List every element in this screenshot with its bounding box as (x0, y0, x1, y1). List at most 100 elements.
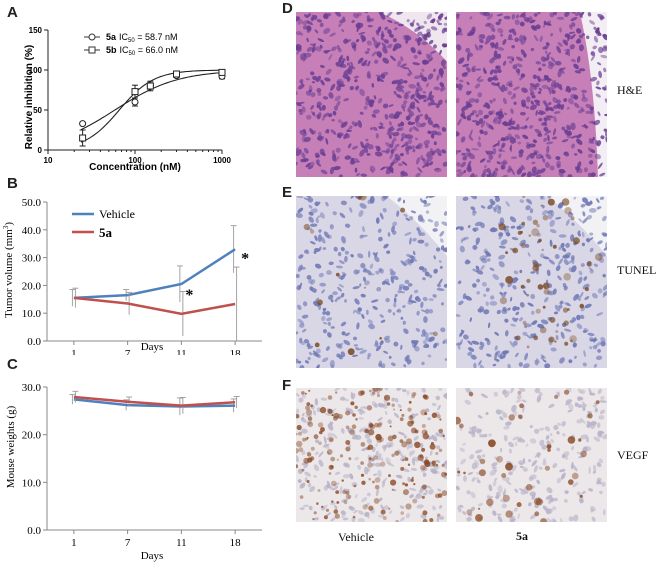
micrograph-nucleus (357, 307, 362, 312)
micrograph-nucleus (507, 90, 512, 96)
micrograph-nucleus (423, 34, 431, 38)
micrograph-nucleus (477, 109, 484, 116)
micrograph-stain-spot (412, 392, 417, 396)
micrograph-stain-spot (438, 448, 443, 452)
micrograph-stain-spot (541, 248, 544, 252)
micrograph-nucleus (413, 98, 420, 104)
chart-c-xlabel: Days (141, 550, 164, 562)
micrograph-nucleus (315, 217, 319, 224)
micrograph-nucleus (536, 12, 541, 15)
micrograph-nucleus (467, 472, 474, 475)
micrograph-nucleus (349, 207, 353, 213)
micrograph-stain-spot (401, 413, 405, 417)
micrograph-nucleus (564, 129, 571, 136)
micrograph-nucleus (366, 467, 371, 472)
micrograph-nucleus (373, 473, 378, 476)
micrograph-nucleus (304, 360, 310, 364)
micrograph-nucleus (541, 444, 547, 450)
micrograph-nucleus (416, 22, 420, 27)
micrograph-nucleus (437, 404, 441, 411)
micrograph-nucleus (468, 90, 472, 94)
micrograph-stain-spot (336, 501, 340, 504)
micrograph-nucleus (538, 117, 543, 122)
micrograph-nucleus (485, 122, 491, 129)
micrograph-nucleus (493, 456, 500, 461)
micrograph-nucleus (525, 443, 529, 448)
micrograph-nucleus (325, 68, 332, 75)
micrograph-stain-spot (399, 409, 402, 412)
micrograph-nucleus (526, 171, 532, 177)
micrograph-nucleus (374, 251, 378, 258)
micrograph-nucleus (534, 174, 542, 177)
micrograph-nucleus (400, 316, 404, 320)
micrograph-nucleus (574, 153, 578, 156)
chart-b-ylabel: Tumor volume (mm3) (2, 222, 15, 318)
micrograph-nucleus (552, 462, 558, 469)
micrograph-nucleus (362, 226, 365, 233)
micrograph-nucleus (427, 219, 434, 223)
micrograph-nucleus (494, 331, 500, 336)
micrograph-nucleus (459, 333, 462, 337)
micrograph-nucleus (573, 514, 579, 522)
micrograph-nucleus (379, 12, 383, 16)
micrograph-nucleus (471, 120, 480, 123)
micrograph-nucleus (545, 494, 553, 500)
micrograph-nucleus (359, 111, 364, 115)
micrograph-nucleus (527, 302, 534, 307)
micrograph-nucleus (510, 95, 516, 100)
micrograph-nucleus (508, 60, 513, 64)
micrograph-nucleus (604, 242, 607, 249)
micrograph-nucleus (478, 45, 484, 48)
micrograph-nucleus (407, 477, 411, 483)
micrograph-nucleus (492, 116, 499, 123)
micrograph-nucleus (466, 114, 472, 119)
micrograph-nucleus (501, 308, 508, 315)
micrograph-nucleus (457, 57, 465, 64)
micrograph-nucleus (296, 162, 298, 166)
micrograph-nucleus (590, 508, 594, 513)
micrograph-nucleus (330, 299, 334, 303)
micrograph-stain-spot (505, 510, 513, 518)
micrograph-nucleus (340, 321, 347, 327)
micrograph-nucleus (330, 517, 336, 522)
micrograph-nucleus (377, 469, 382, 478)
micrograph-nucleus (424, 337, 433, 342)
micrograph-nucleus (576, 419, 583, 424)
micrograph-stain-spot (301, 468, 305, 472)
micrograph-nucleus (486, 353, 492, 357)
micrograph-stain-spot (580, 450, 587, 458)
micrograph-nucleus (374, 340, 379, 348)
micrograph-nucleus (310, 279, 316, 285)
micrograph-nucleus (597, 349, 602, 353)
micrograph-nucleus (456, 474, 461, 477)
micrograph-nucleus (412, 250, 416, 256)
micrograph-nucleus (423, 316, 428, 323)
micrograph-nucleus (440, 59, 446, 67)
micrograph-nucleus (310, 92, 316, 98)
micrograph-nucleus (340, 427, 345, 434)
micrograph-nucleus (556, 447, 560, 452)
legend-marker-5a (88, 33, 96, 41)
micrograph-nucleus (389, 152, 394, 160)
micrograph-nucleus (576, 138, 583, 145)
micrograph-nucleus (301, 328, 307, 333)
micrograph-nucleus (516, 306, 520, 311)
micrograph-nucleus (401, 388, 407, 393)
micrograph-nucleus (557, 42, 563, 47)
micrograph-nucleus (503, 291, 507, 295)
micrograph-nucleus (392, 275, 399, 280)
micrograph-stain-spot (570, 339, 573, 342)
micrograph-nucleus (544, 131, 549, 136)
micrograph-nucleus (476, 291, 481, 295)
micrograph-stain-spot (402, 458, 405, 462)
micrograph-nucleus (587, 332, 595, 337)
chart-a-ytick-label: 100 (29, 66, 43, 75)
micrograph-nucleus (484, 165, 487, 169)
micrograph-nucleus (350, 254, 354, 258)
micrograph-nucleus (322, 247, 327, 251)
micrograph-nucleus (520, 37, 527, 45)
row-label-tunel: TUNEL (617, 263, 657, 277)
micrograph-nucleus (409, 215, 414, 221)
micrograph-nucleus (573, 102, 580, 109)
micrograph-nucleus (302, 105, 306, 113)
